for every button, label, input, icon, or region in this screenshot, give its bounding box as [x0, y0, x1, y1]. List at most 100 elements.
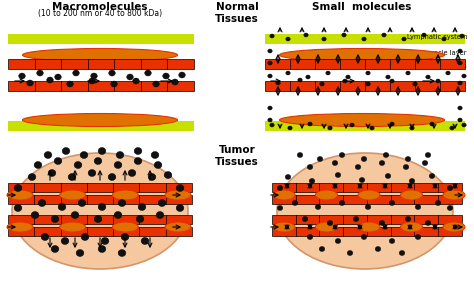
Ellipse shape [141, 237, 149, 245]
Ellipse shape [346, 75, 350, 79]
Ellipse shape [425, 220, 431, 226]
Bar [272, 183, 462, 192]
Ellipse shape [51, 215, 59, 222]
Ellipse shape [307, 235, 313, 239]
Ellipse shape [332, 160, 338, 166]
Ellipse shape [413, 82, 417, 86]
Ellipse shape [121, 233, 129, 241]
Ellipse shape [28, 173, 36, 181]
Ellipse shape [22, 113, 177, 127]
Ellipse shape [379, 160, 385, 166]
Ellipse shape [47, 77, 53, 83]
Ellipse shape [14, 185, 22, 192]
Ellipse shape [306, 75, 310, 79]
Ellipse shape [302, 216, 308, 222]
Ellipse shape [436, 79, 440, 83]
Ellipse shape [430, 122, 434, 126]
Bar [265, 121, 465, 131]
Ellipse shape [304, 33, 308, 37]
Ellipse shape [277, 205, 283, 211]
Text: Normal
Tissues: Normal Tissues [215, 2, 259, 23]
Ellipse shape [401, 190, 422, 200]
Ellipse shape [48, 170, 56, 177]
Ellipse shape [335, 173, 341, 177]
Ellipse shape [401, 222, 422, 232]
Ellipse shape [98, 245, 106, 252]
Ellipse shape [443, 190, 465, 200]
Bar [8, 81, 194, 91]
Ellipse shape [165, 190, 191, 200]
Ellipse shape [358, 190, 380, 200]
Ellipse shape [410, 126, 414, 130]
Ellipse shape [375, 246, 381, 252]
Ellipse shape [136, 215, 144, 222]
Ellipse shape [165, 222, 191, 232]
Ellipse shape [383, 153, 389, 158]
Ellipse shape [450, 126, 454, 130]
Ellipse shape [18, 73, 25, 79]
Ellipse shape [355, 164, 361, 170]
Ellipse shape [458, 49, 462, 53]
Ellipse shape [7, 190, 33, 200]
Bar [272, 195, 462, 204]
Ellipse shape [62, 147, 70, 155]
Ellipse shape [134, 158, 142, 164]
Ellipse shape [319, 246, 325, 252]
Ellipse shape [148, 173, 156, 181]
Ellipse shape [158, 200, 166, 207]
Ellipse shape [127, 74, 133, 80]
Ellipse shape [422, 160, 428, 166]
Ellipse shape [268, 74, 272, 78]
Ellipse shape [280, 48, 445, 61]
Ellipse shape [286, 71, 290, 75]
Ellipse shape [51, 245, 59, 252]
Ellipse shape [91, 73, 97, 79]
Ellipse shape [76, 250, 84, 256]
Ellipse shape [118, 250, 126, 256]
Ellipse shape [268, 106, 272, 110]
Ellipse shape [61, 237, 69, 245]
Bar [265, 59, 465, 69]
Ellipse shape [138, 203, 146, 211]
Ellipse shape [458, 106, 462, 110]
Ellipse shape [288, 126, 292, 130]
Bar [272, 227, 462, 236]
Ellipse shape [176, 185, 184, 192]
Ellipse shape [316, 190, 337, 200]
Ellipse shape [399, 250, 405, 256]
Ellipse shape [60, 222, 86, 232]
Ellipse shape [268, 61, 272, 65]
Ellipse shape [460, 34, 464, 38]
Bar [265, 81, 465, 91]
Ellipse shape [308, 122, 312, 126]
Ellipse shape [326, 71, 330, 75]
Ellipse shape [353, 216, 359, 222]
Ellipse shape [426, 75, 430, 79]
Ellipse shape [297, 153, 303, 158]
Ellipse shape [270, 34, 274, 38]
Ellipse shape [339, 153, 345, 158]
Ellipse shape [350, 123, 354, 127]
Ellipse shape [38, 200, 46, 207]
Ellipse shape [389, 200, 395, 205]
Ellipse shape [154, 162, 162, 168]
Ellipse shape [31, 211, 39, 218]
Ellipse shape [370, 126, 374, 130]
Ellipse shape [112, 222, 138, 232]
Ellipse shape [442, 37, 446, 41]
Bar [8, 195, 192, 204]
Ellipse shape [98, 203, 106, 211]
Text: Endothelial cells: Endothelial cells [412, 63, 467, 69]
Ellipse shape [292, 200, 298, 205]
Ellipse shape [108, 173, 116, 181]
Ellipse shape [280, 113, 445, 127]
Ellipse shape [98, 147, 106, 155]
Ellipse shape [359, 177, 365, 183]
Ellipse shape [71, 211, 79, 218]
Ellipse shape [273, 190, 295, 200]
Ellipse shape [365, 205, 371, 209]
Ellipse shape [89, 78, 95, 84]
Ellipse shape [327, 220, 333, 226]
Ellipse shape [361, 235, 367, 239]
Ellipse shape [422, 33, 426, 37]
